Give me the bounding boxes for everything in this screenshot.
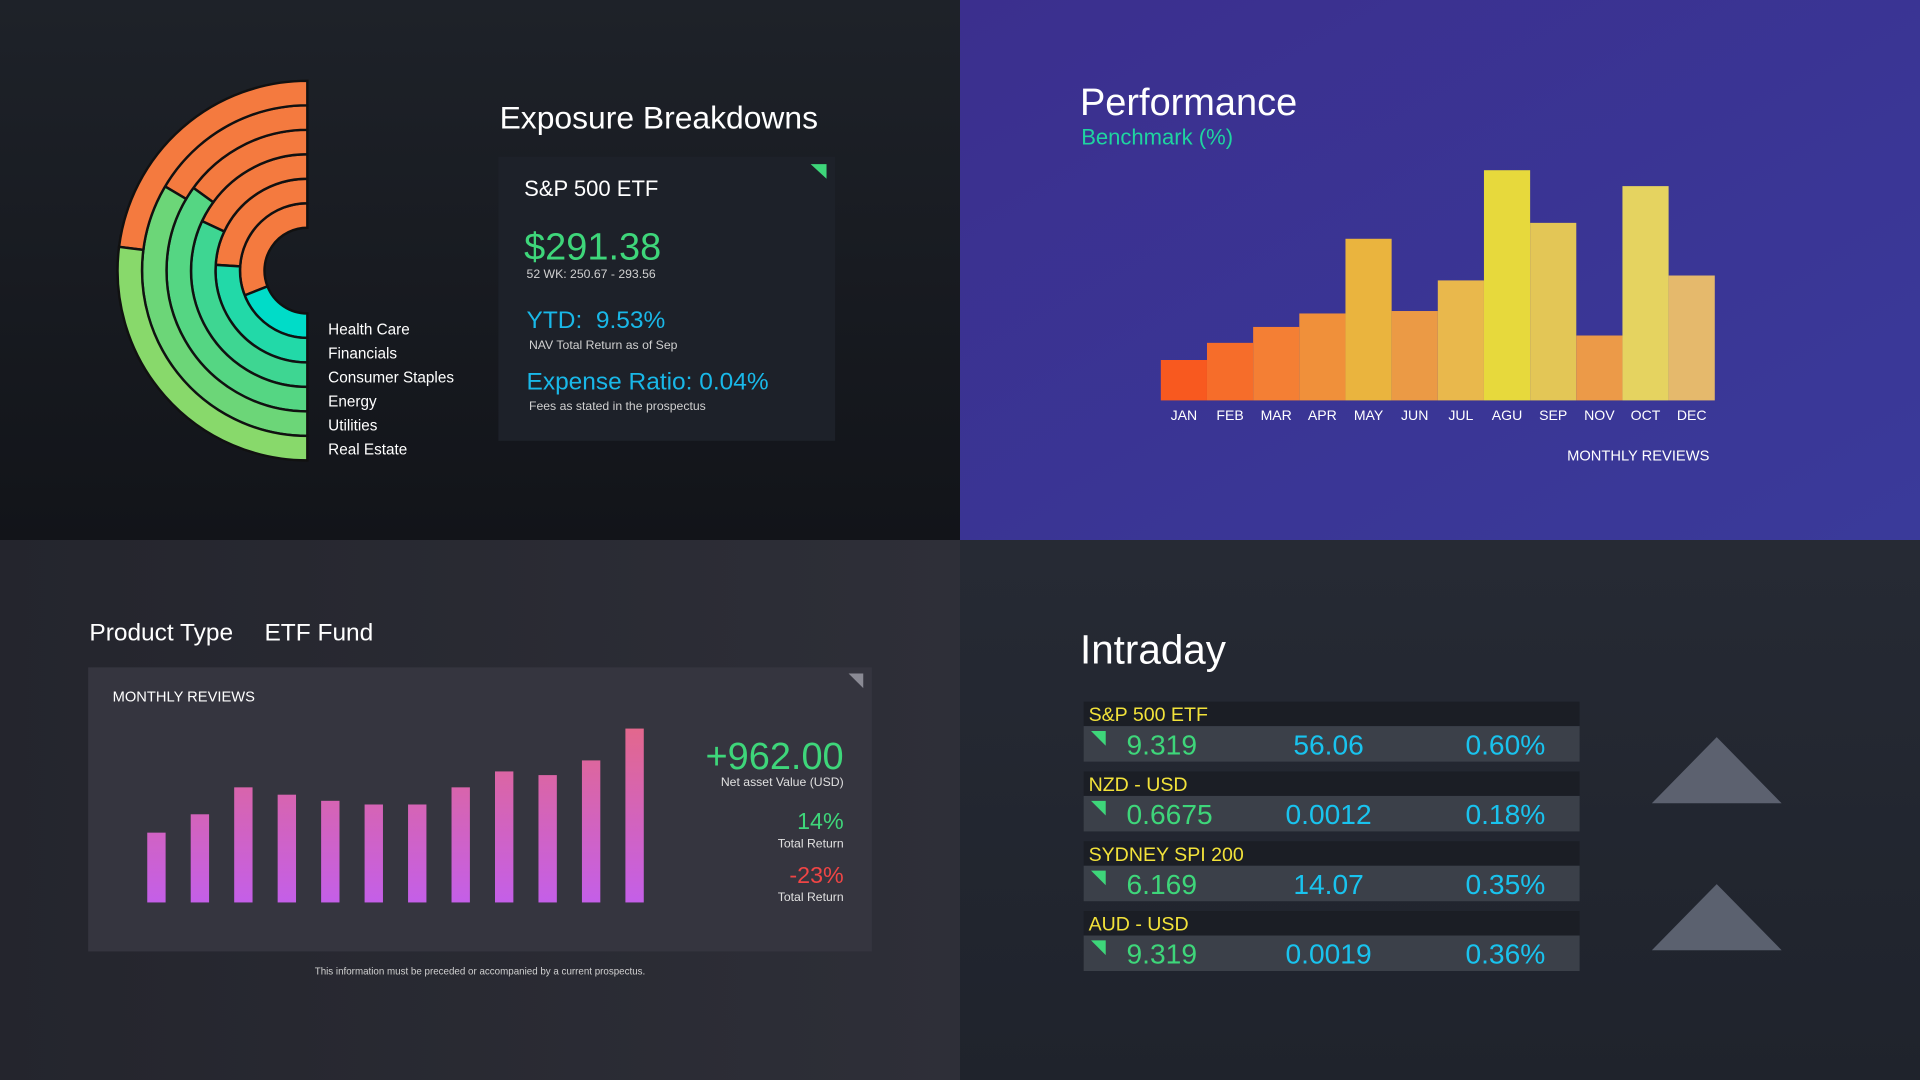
bar [451, 787, 470, 903]
bar [1299, 313, 1346, 401]
section-title: Exposure Breakdowns [500, 100, 818, 136]
x-tick-label: SEP [1539, 407, 1567, 423]
row-header [1083, 911, 1580, 936]
legend-label: Real Estate [328, 441, 407, 458]
row-name: SYDNEY SPI 200 [1089, 844, 1244, 866]
x-tick-label: MAY [1354, 407, 1384, 423]
ytd: YTD: 9.53% [527, 307, 666, 334]
row-body [1083, 935, 1580, 972]
bar [538, 775, 557, 903]
legend-label: Consumer Staples [328, 369, 454, 386]
x-tick-label: FEB [1216, 407, 1243, 423]
range: 52 WK: 250.67 - 293.56 [527, 267, 656, 281]
note: MONTHLY REVIEWS [1567, 448, 1709, 464]
card-name: S&P 500 ETF [524, 176, 658, 201]
row-percent: 0.18% [1465, 799, 1545, 830]
row-price: 6.169 [1127, 869, 1197, 900]
bar [1437, 280, 1484, 401]
subtitle: Benchmark (%) [1081, 124, 1233, 149]
row-flag [1091, 731, 1106, 746]
row-name: NZD - USD [1089, 774, 1188, 796]
row-price: 9.319 [1127, 729, 1197, 760]
bar [408, 804, 427, 903]
row-name: AUD - USD [1089, 914, 1189, 936]
row-change: 56.06 [1293, 729, 1363, 760]
bar [495, 771, 514, 903]
row-header [1083, 771, 1580, 796]
legend-label: Energy [328, 393, 377, 410]
bar [1206, 342, 1254, 401]
bar [1160, 360, 1207, 401]
row-change: 0.0019 [1286, 939, 1372, 970]
row-name: S&P 500 ETF [1089, 704, 1208, 726]
bar [1345, 238, 1392, 401]
expense: Expense Ratio: 0.04% [527, 368, 769, 395]
return-value: 14% [797, 808, 844, 834]
row-price: 9.319 [1127, 939, 1197, 970]
ring-segment [116, 245, 309, 462]
chart-title: MONTHLY REVIEWS [113, 690, 255, 706]
bar [234, 787, 253, 903]
bar [1668, 275, 1715, 401]
bar [625, 728, 644, 903]
row-flag [1091, 940, 1106, 956]
price: $291.38 [524, 227, 661, 269]
bar [1483, 170, 1531, 401]
bar [1530, 222, 1577, 401]
x-tick-label: DEC [1677, 407, 1707, 423]
corner-flag [848, 673, 864, 689]
bar [1622, 186, 1669, 401]
row-header [1083, 841, 1580, 866]
row-percent: 0.60% [1465, 729, 1545, 760]
bar [1253, 326, 1300, 401]
bar [581, 760, 601, 903]
section-subtitle: ETF Fund [264, 619, 373, 646]
bar [190, 814, 210, 903]
bar [1576, 335, 1623, 401]
row-flag [1091, 800, 1106, 816]
x-tick-label: JUN [1401, 407, 1428, 423]
row-body [1083, 865, 1580, 902]
legend-label: Health Care [328, 321, 410, 338]
ytd-note: NAV Total Return as of Sep [529, 338, 678, 352]
bar [147, 832, 166, 903]
legend-label: Financials [328, 345, 397, 362]
decor-triangle [1651, 884, 1782, 951]
section-title: Product Type [89, 619, 233, 646]
section-title: Intraday [1080, 627, 1227, 673]
return-label: Total Return [778, 836, 844, 850]
panel-bg [960, 0, 1920, 540]
x-tick-label: MAR [1261, 407, 1292, 423]
row-percent: 0.36% [1465, 939, 1545, 970]
return-label: Total Return [778, 890, 844, 904]
x-tick-label: AGU [1492, 407, 1523, 423]
x-tick-label: JUL [1448, 407, 1473, 423]
row-body [1083, 795, 1580, 832]
x-tick-label: NOV [1584, 407, 1615, 423]
bar [277, 794, 297, 903]
card [498, 156, 836, 441]
row-change: 0.0012 [1286, 799, 1372, 830]
row-change: 14.07 [1293, 869, 1363, 900]
row-price: 0.6675 [1127, 799, 1213, 830]
expense-note: Fees as stated in the prospectus [529, 399, 706, 413]
x-tick-label: JAN [1171, 407, 1198, 423]
row-percent: 0.35% [1465, 869, 1545, 900]
legend-label: Utilities [328, 417, 378, 434]
row-body [1083, 726, 1580, 762]
bar [1391, 311, 1438, 401]
nav-label: Net asset Value (USD) [721, 775, 844, 789]
bar [321, 800, 340, 903]
card [88, 667, 872, 952]
return-value: -23% [789, 862, 843, 888]
decor-triangle [1651, 737, 1782, 804]
x-tick-label: OCT [1631, 407, 1661, 423]
nav: +962.00 [705, 736, 843, 778]
row-header [1083, 701, 1580, 727]
footnote: This information must be preceded or acc… [315, 967, 646, 978]
x-tick-label: APR [1308, 407, 1337, 423]
bar [364, 804, 383, 903]
section-title: Performance [1080, 82, 1297, 124]
